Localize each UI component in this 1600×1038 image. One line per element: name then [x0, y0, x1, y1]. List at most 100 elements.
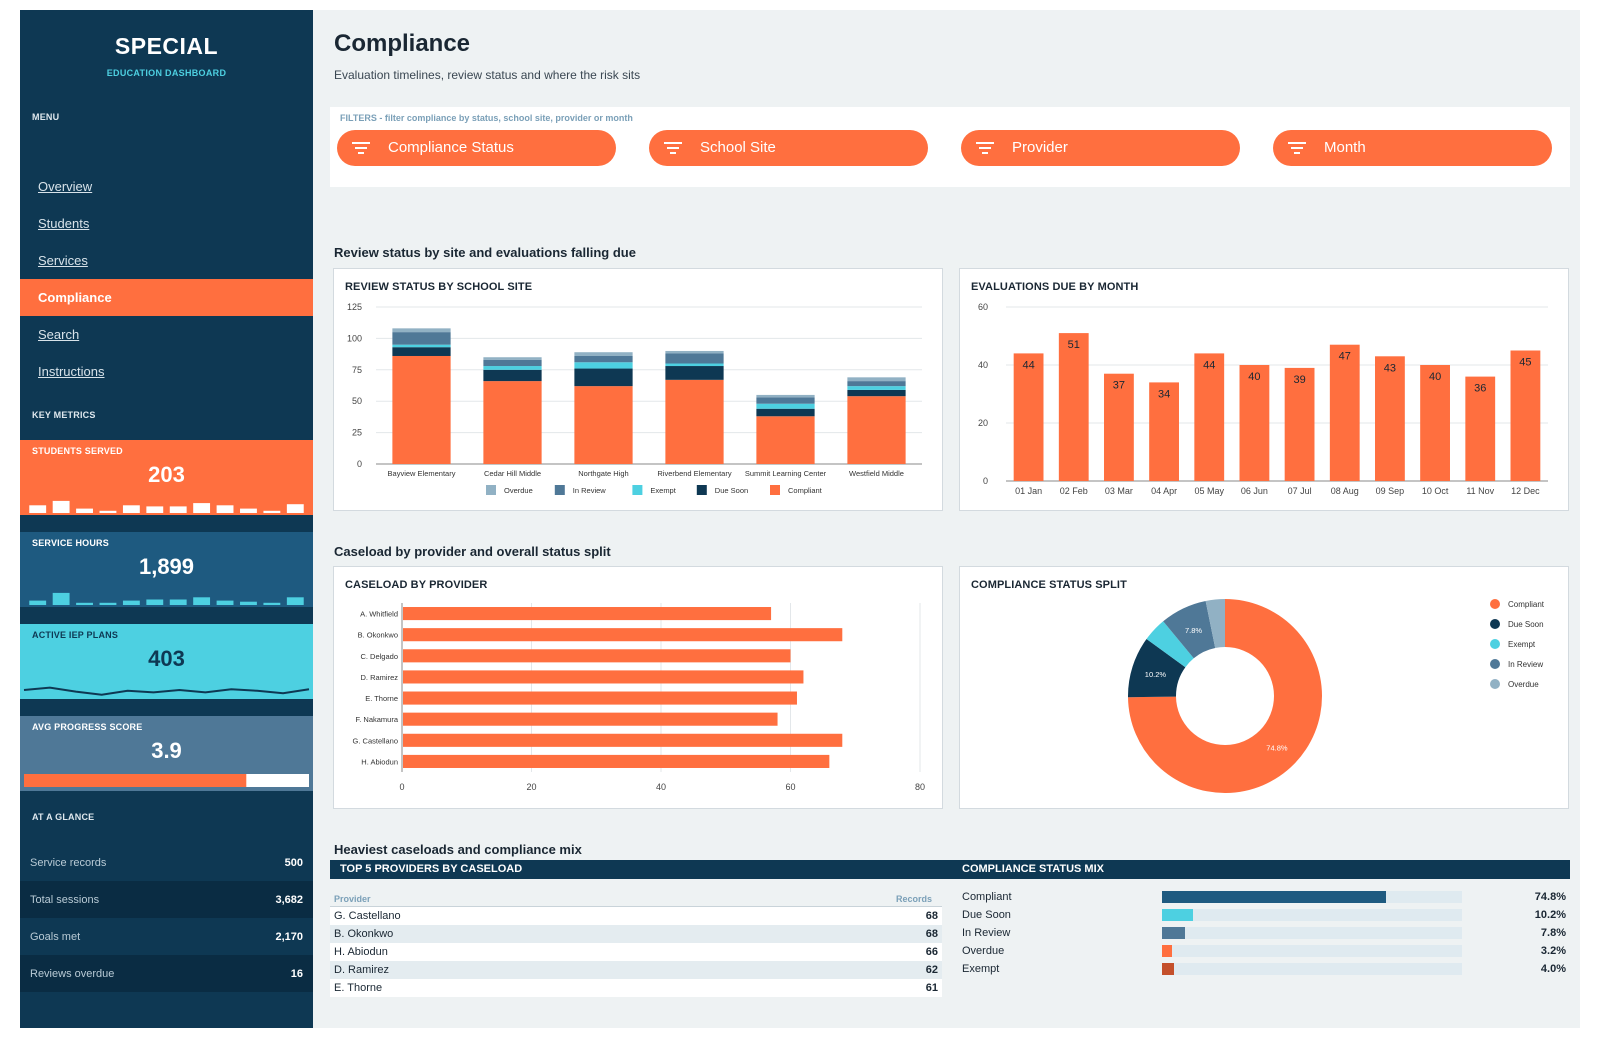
- filter-compliance-status[interactable]: Compliance Status: [337, 130, 616, 166]
- brand-title: SPECIAL: [114, 33, 219, 59]
- filter-label: School Site: [700, 139, 776, 156]
- page-title: Compliance: [334, 30, 471, 57]
- sparkline-bar: [263, 602, 281, 605]
- month-bar: [1149, 382, 1179, 481]
- bar-segment-exempt: [665, 363, 724, 367]
- top-providers-header: TOP 5 PROVIDERS BY CASELOAD: [330, 860, 952, 879]
- status-mix-row: In Review 7.8%: [962, 924, 1570, 942]
- status-bar-track: [1162, 909, 1462, 921]
- nav-compliance[interactable]: Compliance: [20, 279, 313, 316]
- sparkline-bar: [29, 600, 47, 605]
- glance-row: Total sessions 3,682: [20, 881, 313, 918]
- bar-segment-overdue: [483, 357, 542, 360]
- bar-segment-compliant: [574, 386, 633, 464]
- bar-segment-due-soon: [574, 368, 633, 387]
- sparkline-bar: [286, 504, 304, 513]
- bar-data-label: 45: [1519, 357, 1531, 369]
- table-row[interactable]: H. Abiodun 66: [330, 943, 942, 961]
- nav-search[interactable]: Search: [38, 327, 80, 342]
- sparkline-bar: [122, 600, 140, 605]
- table-row[interactable]: E. Thorne 61: [330, 979, 942, 997]
- status-mix-row: Compliant 74.8%: [962, 888, 1570, 906]
- status-mix-header: COMPLIANCE STATUS MIX: [952, 860, 1570, 879]
- x-tick-label: Northgate High: [578, 469, 628, 478]
- table-row[interactable]: D. Ramirez 62: [330, 961, 942, 979]
- month-bar: [1013, 353, 1044, 481]
- donut-slice-compliant: [1128, 599, 1322, 793]
- bar-segment-compliant: [756, 416, 815, 464]
- filter-school-site[interactable]: School Site: [649, 130, 928, 166]
- x-tick-label: 03 Mar: [1105, 486, 1133, 496]
- provider-records: 66: [925, 946, 938, 958]
- y-tick-label: 125: [347, 302, 362, 312]
- y-tick-label: A. Whitfield: [360, 610, 398, 619]
- x-tick-label: 08 Aug: [1331, 486, 1359, 496]
- table-row[interactable]: B. Okonkwo 68: [330, 925, 942, 943]
- sidebar: SPECIAL EDUCATION DASHBOARD MENU Overvie…: [20, 10, 313, 1028]
- x-tick-label: 20: [526, 782, 536, 792]
- nav-students[interactable]: Students: [38, 216, 90, 231]
- status-pct: 3.2%: [1540, 945, 1566, 957]
- y-tick-label: H. Abiodun: [361, 757, 398, 766]
- glance-label: Reviews overdue: [30, 967, 115, 980]
- sparkline-bar: [122, 505, 140, 513]
- provider-name: E. Thorne: [334, 982, 383, 994]
- bar-segment-overdue: [392, 328, 451, 333]
- x-tick-label: Summit Learning Center: [745, 469, 827, 478]
- metric-label: ACTIVE IEP PLANS: [32, 630, 119, 640]
- x-tick-label: Riverbend Elementary: [657, 469, 731, 478]
- nav-services[interactable]: Services: [38, 253, 88, 268]
- filter-provider[interactable]: Provider: [961, 130, 1240, 166]
- x-tick-label: 40: [656, 782, 666, 792]
- status-name: Overdue: [962, 945, 1005, 957]
- x-tick-label: 11 Nov: [1466, 486, 1494, 496]
- bar-data-label: 47: [1339, 351, 1351, 363]
- sparkline-bar: [99, 510, 117, 513]
- filter-label: Month: [1324, 139, 1366, 156]
- sparkline-bar: [146, 506, 164, 513]
- filter-label: Provider: [1012, 139, 1068, 156]
- nav-overview[interactable]: Overview: [38, 179, 93, 194]
- students-served-sparkline: [29, 500, 304, 513]
- provider-name: B. Okonkwo: [334, 928, 394, 940]
- y-tick-label: 75: [352, 365, 362, 375]
- filter-icon: [1288, 142, 1306, 154]
- metric-value: 403: [148, 646, 185, 671]
- status-bar-fill: [1162, 909, 1193, 921]
- y-tick-label: F. Nakamura: [355, 715, 398, 724]
- filter-month[interactable]: Month: [1273, 130, 1552, 166]
- month-bar: [1375, 356, 1405, 481]
- bar-segment-compliant: [392, 355, 451, 464]
- status-bar-fill: [1162, 963, 1174, 975]
- x-tick-label: 07 Jul: [1288, 486, 1312, 496]
- legend-label: In Review: [1508, 660, 1543, 669]
- sparkline-bar: [146, 599, 164, 605]
- y-tick-label: 60: [978, 302, 988, 312]
- metric-value: 3.9: [151, 738, 182, 763]
- provider-name: H. Abiodun: [334, 946, 388, 958]
- provider-name: G. Castellano: [334, 910, 401, 922]
- chart-title: CASELOAD BY PROVIDER: [345, 579, 488, 591]
- month-bar: [1284, 367, 1315, 481]
- bar-data-label: 44: [1203, 359, 1215, 371]
- y-tick-label: 50: [352, 396, 362, 406]
- bar-segment-overdue: [847, 377, 906, 382]
- dashboard-app: SPECIAL EDUCATION DASHBOARD MENU Overvie…: [20, 10, 1580, 1028]
- table-divider: [330, 906, 942, 907]
- caseload-chart-card: 0 20 40 60 80 A. Whitfield B. Okonkwo C. Delgad…: [333, 566, 943, 809]
- x-tick-label: 80: [915, 782, 925, 792]
- status-name: Exempt: [962, 963, 1000, 975]
- legend-label: Exempt: [1508, 640, 1536, 649]
- status-pct: 4.0%: [1540, 963, 1566, 975]
- sparkline-bar: [216, 505, 234, 513]
- glance-value: 2,170: [275, 930, 303, 943]
- table-row[interactable]: G. Castellano 68: [330, 907, 942, 925]
- caseload-bar: [403, 733, 843, 747]
- bar-data-label: 36: [1474, 383, 1486, 395]
- month-bar: [1510, 350, 1541, 481]
- x-tick-label: 60: [785, 782, 795, 792]
- chart-title: REVIEW STATUS BY SCHOOL SITE: [345, 281, 533, 293]
- nav-instructions[interactable]: Instructions: [38, 364, 105, 379]
- bar-data-label: 40: [1248, 371, 1260, 383]
- evaluations-due-chart: 0 20 40 60 44 01 Jan 51 02 Feb 37 03 Mar 34 04 Apr 4…: [978, 302, 1548, 496]
